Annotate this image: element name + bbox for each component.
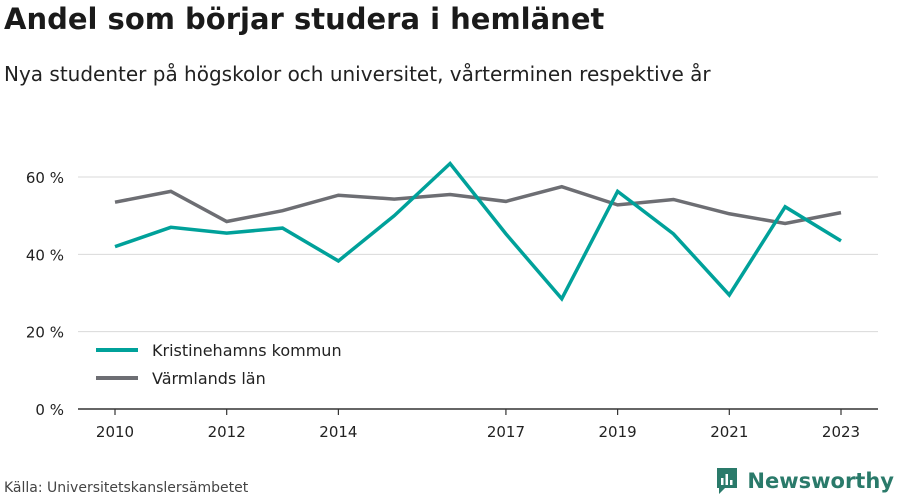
- legend-label: Kristinehamns kommun: [152, 341, 342, 360]
- y-tick-label: 0 %: [35, 401, 64, 419]
- x-tick-label: 2010: [96, 423, 134, 441]
- chart-subtitle: Nya studenter på högskolor och universit…: [4, 62, 711, 86]
- x-tick-label: 2017: [487, 423, 525, 441]
- x-tick-label: 2023: [822, 423, 860, 441]
- x-tick-label: 2012: [208, 423, 246, 441]
- legend-label: Värmlands län: [152, 369, 266, 388]
- x-tick-label: 2021: [710, 423, 748, 441]
- y-tick-label: 40 %: [26, 246, 64, 264]
- chart-title: Andel som börjar studera i hemlänet: [4, 2, 605, 36]
- x-tick-label: 2019: [599, 423, 637, 441]
- x-tick-label: 2014: [319, 423, 357, 441]
- y-tick-label: 60 %: [26, 169, 64, 187]
- brand-logo: Newsworthy: [715, 468, 894, 494]
- brand-name: Newsworthy: [747, 469, 894, 493]
- series-line-kristinehamn: [114, 160, 842, 302]
- y-tick-label: 20 %: [26, 324, 64, 342]
- series-line-varmland: [114, 184, 842, 226]
- source-note: Källa: Universitetskanslersämbetet: [4, 480, 249, 496]
- newsworthy-logo-icon: [717, 468, 738, 494]
